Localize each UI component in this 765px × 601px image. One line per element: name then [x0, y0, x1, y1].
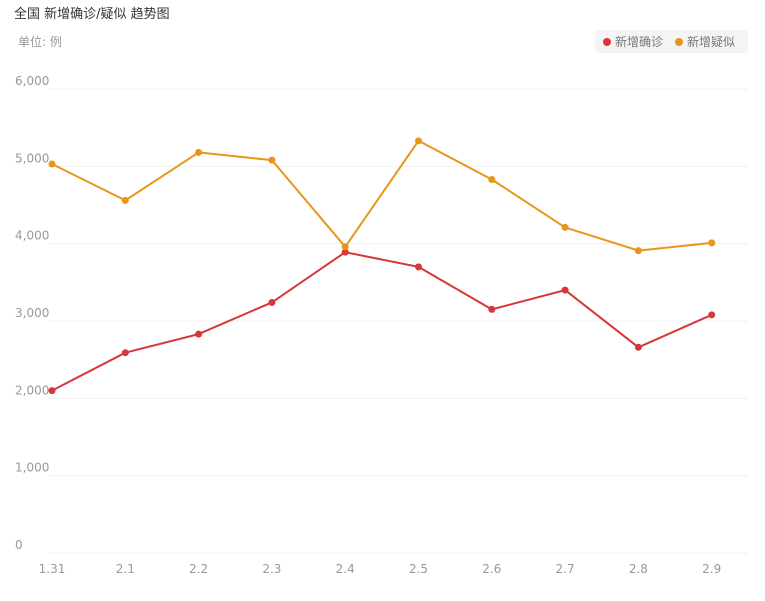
legend-dot-confirmed	[603, 37, 611, 46]
data-point-0[interactable]	[121, 349, 129, 357]
x-tick-label: 2.3	[262, 562, 281, 576]
y-tick-label: 3,000	[15, 306, 49, 320]
y-tick-label: 1,000	[15, 461, 49, 475]
legend-label-suspected: 新增疑似	[687, 35, 736, 49]
y-tick-label: 4,000	[15, 229, 49, 243]
x-tick-label: 2.4	[336, 562, 355, 576]
data-point-1[interactable]	[195, 148, 203, 156]
x-tick-label: 2.7	[556, 562, 575, 576]
series-line-0	[51, 251, 713, 392]
legend-item-confirmed[interactable]: 新增确诊	[603, 33, 663, 50]
chart-legend: 新增确诊 新增疑似	[595, 30, 748, 53]
chart-title: 全国 新增确诊/疑似 趋势图	[14, 7, 170, 22]
data-point-1[interactable]	[561, 223, 569, 231]
x-tick-label: 2.2	[189, 562, 208, 576]
data-point-0[interactable]	[195, 330, 203, 338]
x-tick-label: 2.9	[702, 562, 721, 576]
data-point-0[interactable]	[634, 343, 642, 351]
legend-dot-suspected	[675, 37, 684, 46]
unit-label: 单位: 例	[18, 35, 62, 49]
data-point-1[interactable]	[121, 196, 129, 204]
data-point-1[interactable]	[415, 137, 422, 145]
data-point-1[interactable]	[488, 175, 496, 183]
data-point-1[interactable]	[48, 160, 56, 168]
legend-label-confirmed: 新增确诊	[615, 35, 664, 49]
data-point-0[interactable]	[708, 311, 716, 319]
data-point-0[interactable]	[341, 248, 349, 256]
y-tick-label: 2,000	[15, 383, 49, 397]
legend-item-suspected[interactable]: 新增疑似	[675, 33, 735, 50]
data-point-0[interactable]	[561, 286, 569, 294]
x-tick-label: 2.6	[482, 562, 501, 576]
y-tick-label: 6,000	[15, 74, 49, 88]
data-point-1[interactable]	[634, 247, 642, 255]
data-point-0[interactable]	[488, 305, 496, 313]
y-tick-label: 0	[15, 538, 23, 552]
data-point-1[interactable]	[708, 239, 716, 247]
x-tick-label: 1.31	[39, 562, 66, 576]
data-point-0[interactable]	[48, 387, 56, 395]
y-tick-label: 5,000	[15, 151, 49, 165]
data-point-0[interactable]	[415, 263, 422, 271]
x-tick-label: 2.1	[116, 562, 135, 576]
data-point-0[interactable]	[268, 298, 276, 306]
x-tick-label: 2.8	[629, 562, 648, 576]
series-line-1	[51, 139, 712, 252]
x-tick-label: 2.5	[409, 562, 428, 576]
data-point-1[interactable]	[268, 156, 276, 164]
data-point-1[interactable]	[341, 243, 349, 251]
